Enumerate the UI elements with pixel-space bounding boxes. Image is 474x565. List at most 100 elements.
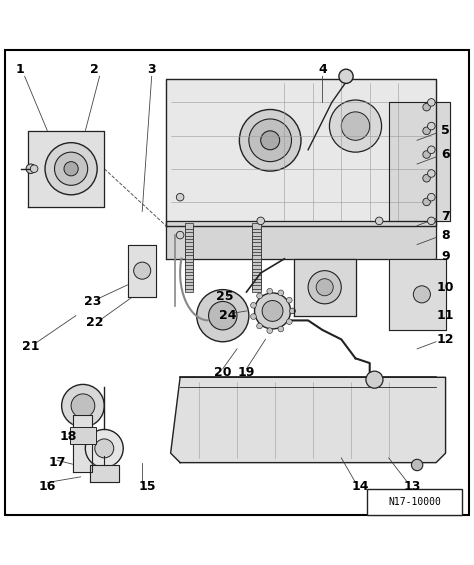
Text: 20: 20	[214, 366, 231, 379]
Circle shape	[267, 288, 273, 294]
Text: 23: 23	[84, 295, 101, 308]
Circle shape	[176, 231, 184, 239]
Bar	[252, 243, 261, 249]
Circle shape	[85, 429, 123, 467]
Text: 19: 19	[238, 366, 255, 379]
Text: 8: 8	[441, 229, 450, 242]
Bar	[185, 227, 193, 232]
Bar	[185, 273, 193, 279]
Polygon shape	[128, 245, 156, 297]
Polygon shape	[389, 259, 446, 330]
Circle shape	[428, 122, 435, 130]
Text: 2: 2	[91, 63, 99, 76]
Bar	[185, 280, 193, 285]
Circle shape	[423, 198, 430, 206]
Circle shape	[55, 152, 88, 185]
Text: 14: 14	[352, 480, 369, 493]
Bar	[252, 250, 261, 255]
Text: 21: 21	[22, 340, 39, 353]
Circle shape	[255, 293, 291, 329]
Bar	[185, 266, 193, 272]
Polygon shape	[294, 259, 356, 316]
Circle shape	[251, 302, 256, 308]
Bar	[185, 270, 193, 275]
Bar	[252, 253, 261, 259]
Circle shape	[411, 459, 423, 471]
Text: 18: 18	[60, 430, 77, 443]
Bar	[185, 286, 193, 292]
Circle shape	[428, 146, 435, 154]
Text: 6: 6	[441, 148, 450, 161]
Circle shape	[290, 308, 295, 314]
Circle shape	[339, 69, 353, 84]
Bar	[252, 230, 261, 236]
Circle shape	[261, 131, 280, 150]
Circle shape	[267, 328, 273, 333]
Polygon shape	[90, 465, 118, 481]
Bar	[185, 223, 193, 229]
Circle shape	[95, 439, 114, 458]
Polygon shape	[166, 221, 436, 259]
Bar	[185, 233, 193, 239]
Circle shape	[341, 112, 370, 140]
Text: 3: 3	[147, 63, 156, 76]
Circle shape	[290, 308, 295, 314]
Bar	[252, 270, 261, 275]
Circle shape	[423, 175, 430, 182]
Circle shape	[278, 326, 283, 332]
Circle shape	[316, 279, 333, 295]
Bar	[185, 283, 193, 289]
Bar	[252, 233, 261, 239]
Bar	[252, 283, 261, 289]
Circle shape	[286, 319, 292, 324]
Bar	[252, 246, 261, 252]
Bar	[252, 273, 261, 279]
Circle shape	[197, 290, 249, 342]
Circle shape	[322, 273, 341, 292]
Bar	[252, 286, 261, 292]
Bar	[252, 276, 261, 282]
Text: 10: 10	[437, 281, 454, 294]
Bar	[185, 246, 193, 252]
Bar	[185, 250, 193, 255]
Bar	[185, 276, 193, 282]
Bar	[252, 223, 261, 229]
Circle shape	[64, 162, 78, 176]
Circle shape	[249, 119, 292, 162]
Polygon shape	[166, 79, 436, 225]
Text: 4: 4	[318, 63, 327, 76]
Circle shape	[428, 98, 435, 106]
Bar	[185, 237, 193, 242]
Text: 12: 12	[437, 333, 454, 346]
Circle shape	[257, 217, 264, 225]
Bar	[185, 263, 193, 269]
Bar	[252, 237, 261, 242]
Circle shape	[366, 371, 383, 388]
Text: 22: 22	[86, 316, 103, 329]
Circle shape	[239, 110, 301, 171]
Text: N17-10000: N17-10000	[388, 497, 441, 507]
Circle shape	[423, 127, 430, 134]
Text: 24: 24	[219, 309, 236, 322]
Bar	[185, 243, 193, 249]
Circle shape	[413, 286, 430, 303]
Text: 9: 9	[441, 250, 450, 263]
Bar	[252, 240, 261, 246]
FancyBboxPatch shape	[367, 489, 462, 515]
Text: 1: 1	[16, 63, 24, 76]
Circle shape	[423, 103, 430, 111]
Text: 17: 17	[48, 456, 65, 469]
Circle shape	[308, 271, 341, 304]
Text: 13: 13	[404, 480, 421, 493]
Polygon shape	[28, 131, 104, 207]
Text: 7: 7	[441, 210, 450, 223]
Circle shape	[62, 384, 104, 427]
Circle shape	[30, 165, 38, 172]
Text: 16: 16	[39, 480, 56, 493]
Bar	[185, 257, 193, 262]
Circle shape	[428, 217, 435, 225]
Circle shape	[286, 297, 292, 303]
Circle shape	[423, 151, 430, 158]
Circle shape	[428, 193, 435, 201]
Circle shape	[45, 143, 97, 195]
